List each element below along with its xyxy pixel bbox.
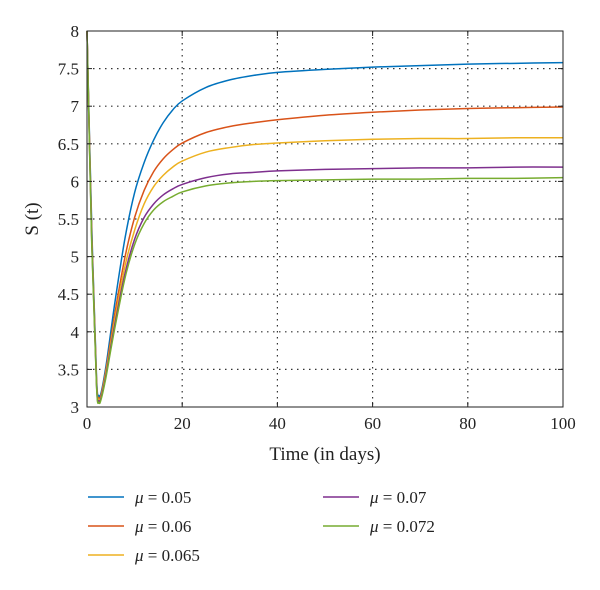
x-axis-label: Time (in days) bbox=[269, 444, 380, 465]
series-line-5 bbox=[86, 30, 564, 405]
y-axis-label: S (t) bbox=[22, 202, 43, 235]
x-tick-label: 80 bbox=[459, 414, 476, 433]
legend-label: μ = 0.05 bbox=[134, 488, 191, 507]
x-tick-label: 20 bbox=[174, 414, 191, 433]
y-tick-label: 5.5 bbox=[58, 210, 79, 229]
y-tick-label: 3.5 bbox=[58, 360, 79, 379]
y-tick-label: 7 bbox=[71, 97, 80, 116]
legend-item: μ = 0.06 bbox=[88, 517, 191, 536]
y-tick-label: 3 bbox=[71, 398, 80, 417]
y-tick-label: 5 bbox=[71, 248, 80, 267]
x-tick-label: 60 bbox=[364, 414, 381, 433]
x-tick-label: 40 bbox=[269, 414, 286, 433]
plot-area-frame bbox=[86, 30, 564, 408]
y-tick-label: 6 bbox=[71, 172, 80, 191]
legend-item: μ = 0.065 bbox=[88, 546, 200, 565]
legend-label: μ = 0.072 bbox=[369, 517, 435, 536]
legend-label: μ = 0.06 bbox=[134, 517, 191, 536]
grid bbox=[87, 31, 563, 407]
y-tick-label: 4 bbox=[71, 323, 80, 342]
series-line-3 bbox=[86, 30, 564, 402]
x-tick-label: 0 bbox=[83, 414, 92, 433]
tick-labels: 0 20 40 60 80 100 3 3.5 4 4.5 5 5.5 6 6.5 7 7.5 8 bbox=[58, 22, 576, 433]
y-tick-label: 8 bbox=[71, 22, 80, 41]
legend-item: μ = 0.05 bbox=[88, 488, 191, 507]
y-tick-label: 7.5 bbox=[58, 60, 79, 79]
x-tick-label: 100 bbox=[550, 414, 576, 433]
legend-item: μ = 0.07 bbox=[323, 488, 427, 507]
legend-item: μ = 0.072 bbox=[323, 517, 435, 536]
series-line-1 bbox=[86, 30, 564, 398]
legend: μ = 0.05 μ = 0.06 μ = 0.065 μ = 0.07 μ = 0.0… bbox=[88, 488, 435, 565]
series-line-4 bbox=[86, 30, 564, 403]
legend-label: μ = 0.065 bbox=[134, 546, 200, 565]
y-tick-label: 6.5 bbox=[58, 135, 79, 154]
series-line-2 bbox=[86, 30, 564, 400]
y-tick-label: 4.5 bbox=[58, 285, 79, 304]
legend-label: μ = 0.07 bbox=[369, 488, 427, 507]
series-lines bbox=[86, 30, 564, 405]
